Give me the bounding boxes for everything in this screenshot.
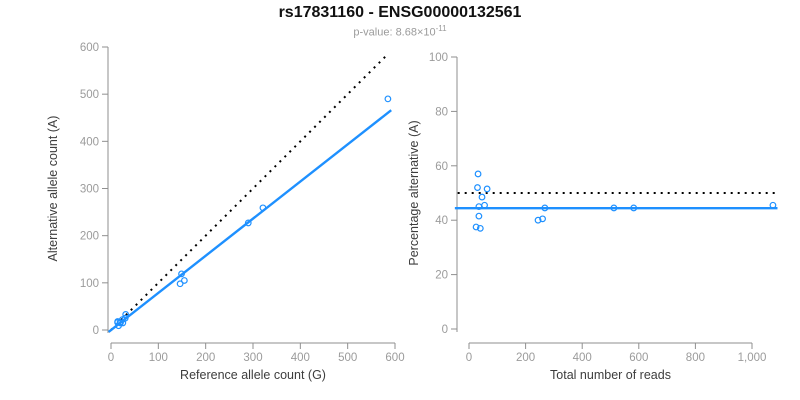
y-tick-label: 200 — [80, 231, 99, 243]
x-tick-label: 100 — [149, 352, 168, 364]
data-point — [769, 201, 777, 209]
y-tick-label: 100 — [80, 278, 99, 290]
data-point — [178, 270, 185, 278]
data-point — [384, 95, 392, 103]
x-tick-label: 600 — [385, 352, 404, 364]
y-tick-label: 20 — [435, 270, 448, 282]
y-tick-label: 40 — [435, 215, 448, 227]
p-value-subtitle: p-value: 8.68×10-11 — [0, 24, 800, 39]
x-tick-label: 0 — [466, 352, 472, 364]
x-tick-label: 1,000 — [738, 352, 767, 364]
data-point — [176, 280, 184, 288]
x-tick-label: 0 — [108, 352, 114, 364]
x-tick-label: 800 — [686, 352, 705, 364]
y-tick-label: 300 — [80, 184, 99, 196]
x-tick-label: 400 — [291, 352, 310, 364]
y-tick-label: 0 — [442, 324, 448, 336]
y-tick-label: 0 — [93, 325, 99, 337]
data-point — [476, 224, 484, 232]
data-point — [119, 319, 127, 327]
data-point — [481, 201, 488, 209]
data-point — [541, 204, 549, 212]
identity-line — [110, 55, 387, 331]
x-tick-label: 200 — [196, 352, 215, 364]
y-tick-label: 80 — [435, 106, 448, 118]
data-point — [478, 193, 486, 201]
y-axis-title: Alternative allele count (A) — [46, 116, 60, 262]
data-point — [539, 215, 546, 223]
percentage-panel: 0 20 40 60 80 100 0 200 400 600 800 1,000 Total numb… — [407, 52, 778, 382]
x-tick-label: 200 — [516, 352, 535, 364]
y-axis-title: Percentage alternative (A) — [407, 120, 421, 265]
data-point — [244, 219, 252, 227]
x-tick-label: 300 — [243, 352, 262, 364]
x-axis-title: Total number of reads — [550, 368, 671, 382]
x-tick-label: 400 — [573, 352, 592, 364]
data-point — [610, 204, 618, 212]
data-point — [474, 170, 482, 178]
x-tick-label: 500 — [338, 352, 357, 364]
data-point — [122, 311, 130, 318]
y-tick-label: 400 — [80, 136, 99, 148]
allele-counts-panel: 0 100 200 300 400 500 600 0 100 200 300 400 500 600 Re… — [46, 42, 405, 382]
data-point — [630, 204, 638, 212]
y-tick-label: 100 — [429, 52, 448, 64]
data-point — [534, 216, 542, 224]
x-tick-label: 600 — [629, 352, 648, 364]
p-value-exponent: -11 — [435, 24, 447, 33]
y-tick-label: 600 — [80, 42, 99, 54]
p-value-text: p-value: 8.68×10 — [353, 26, 436, 39]
data-point — [180, 277, 188, 284]
data-point — [474, 184, 481, 191]
y-tick-label: 60 — [435, 161, 448, 173]
x-axis-title: Reference allele count (G) — [180, 368, 326, 382]
data-point — [472, 223, 480, 231]
data-point — [483, 185, 491, 193]
data-point — [259, 204, 267, 212]
data-point — [475, 212, 483, 220]
figure-title: rs17831160 - ENSG00000132561 — [278, 4, 522, 21]
y-tick-label: 500 — [80, 89, 99, 101]
